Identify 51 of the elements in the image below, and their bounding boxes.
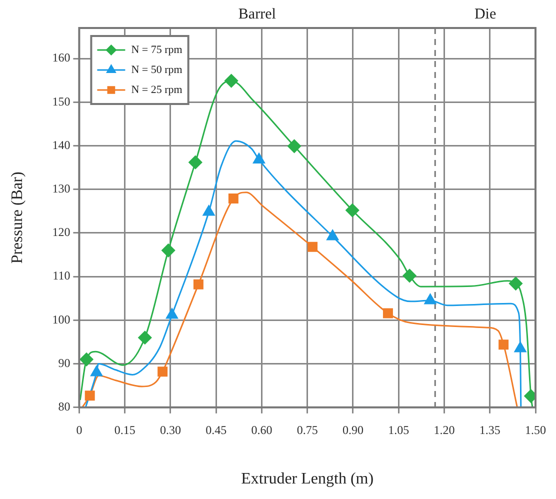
point — [288, 139, 302, 153]
point — [514, 342, 526, 352]
y-tick-label: 80 — [58, 400, 70, 414]
x-tick-label: 0.90 — [342, 422, 364, 437]
x-tick-label: 0 — [76, 422, 82, 437]
point — [402, 268, 416, 282]
point — [326, 230, 339, 240]
x-tick-label: 0.30 — [160, 422, 181, 437]
y-tick-label: 140 — [52, 138, 70, 152]
x-tick-label: 0.75 — [296, 422, 318, 437]
text: Barrel — [238, 6, 276, 22]
point — [308, 242, 318, 252]
y-axis-title: Pressure (Bar) — [8, 172, 26, 264]
legend-label: N = 50 rpm — [131, 64, 183, 76]
line-series — [81, 192, 518, 408]
point — [158, 366, 168, 377]
x-axis-title: Extruder Length (m) — [241, 470, 374, 488]
y-tick-label: 130 — [52, 182, 70, 196]
x-tick-label: 0.45 — [206, 422, 227, 437]
point — [84, 390, 95, 401]
point — [162, 244, 176, 258]
y-tick-label: 120 — [52, 225, 70, 240]
point — [80, 352, 94, 366]
legend-label: N = 25 rpm — [131, 84, 183, 96]
point — [424, 294, 436, 304]
y-tick-label: 160 — [52, 50, 70, 65]
point — [228, 194, 238, 204]
x-tick-label: 1.20 — [434, 422, 455, 437]
point — [202, 205, 215, 216]
point — [382, 308, 393, 318]
legend-label: N = 75 rpm — [131, 44, 183, 56]
y-tick-label: 110 — [52, 268, 70, 283]
point — [498, 340, 509, 350]
x-tick-label: 1.50 — [525, 422, 546, 437]
y-tick-label: 90 — [58, 356, 70, 370]
x-tick-label: 1.05 — [388, 422, 410, 437]
point — [193, 279, 204, 290]
y-tick-label: 100 — [52, 312, 70, 326]
point — [224, 74, 238, 88]
x-tick-label: 0.60 — [251, 422, 272, 437]
point — [138, 330, 152, 344]
y-tick-label: 150 — [52, 94, 70, 108]
x-tick-label: 1.35 — [479, 422, 500, 437]
point — [508, 276, 522, 290]
x-tick-label: 0.15 — [114, 422, 136, 437]
point — [90, 366, 102, 376]
text: Die — [474, 6, 496, 22]
point — [346, 204, 360, 218]
point — [188, 156, 202, 170]
point — [166, 308, 178, 319]
point — [253, 152, 265, 164]
